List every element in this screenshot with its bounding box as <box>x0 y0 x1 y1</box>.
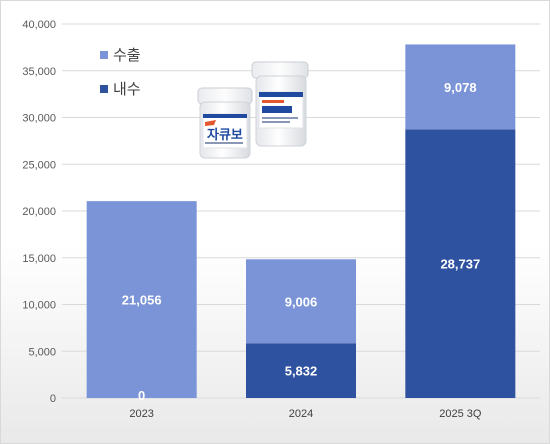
y-tick-label: 30,000 <box>22 113 56 125</box>
bar-domestic <box>405 129 516 398</box>
y-tick-label: 40,000 <box>22 19 56 31</box>
legend-label: 수출 <box>113 47 141 64</box>
data-label-export: 21,056 <box>122 293 162 308</box>
product-bottles-image: 자큐보 <box>197 61 309 159</box>
brand-logo: 자큐보 <box>207 127 243 142</box>
y-tick-label: 5,000 <box>28 346 56 358</box>
bar-domestic <box>246 343 356 398</box>
y-tick-label: 35,000 <box>22 66 56 78</box>
bar-export <box>86 201 197 398</box>
y-tick-label: 0 <box>50 393 56 405</box>
data-label-domestic: 28,737 <box>440 257 480 272</box>
y-tick-label: 15,000 <box>22 253 56 265</box>
x-category-label: 2023 <box>129 408 153 420</box>
legend-label: 내수 <box>113 81 141 98</box>
data-label-domestic: 5,832 <box>285 364 318 379</box>
y-tick-label: 20,000 <box>22 206 56 218</box>
y-tick-label: 10,000 <box>22 300 56 312</box>
data-label-domestic: 0 <box>138 388 145 403</box>
y-tick-label: 25,000 <box>22 159 56 171</box>
data-label-export: 9,078 <box>444 80 477 95</box>
bar-export <box>405 44 516 130</box>
x-category-label: 2025 3Q <box>439 408 482 420</box>
data-label-export: 9,006 <box>285 294 318 309</box>
x-category-label: 2024 <box>289 408 313 420</box>
legend-swatch <box>100 85 108 93</box>
legend-swatch <box>100 51 108 59</box>
bar-export <box>246 259 356 344</box>
